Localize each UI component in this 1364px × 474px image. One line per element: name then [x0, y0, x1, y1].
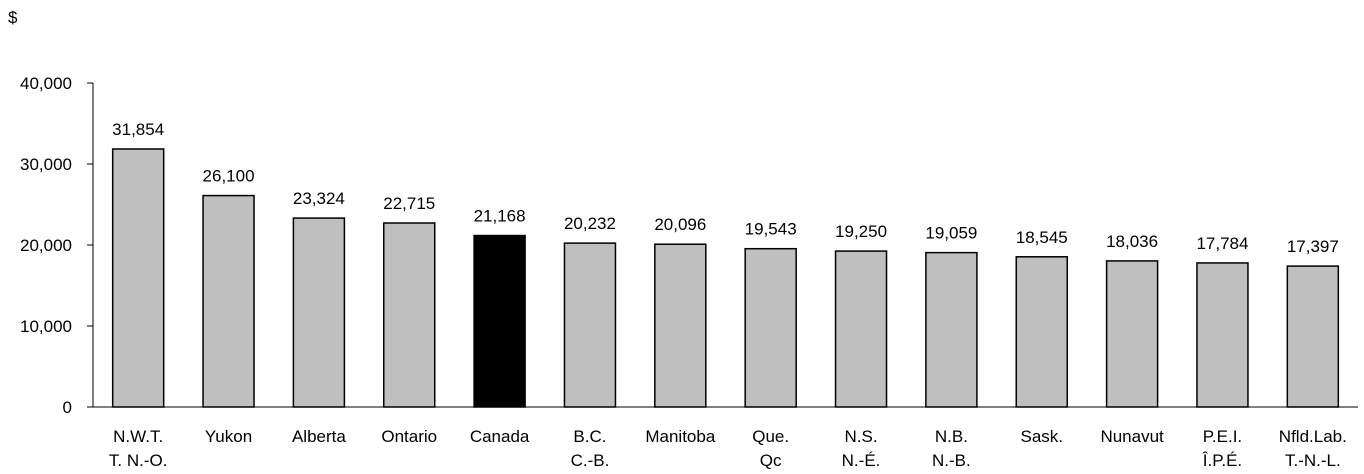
bar	[1286, 265, 1340, 408]
y-tick-label: 30,000	[20, 155, 72, 174]
bar	[925, 251, 978, 408]
bar-value-label: 22,715	[383, 194, 435, 213]
bar-value-label: 31,854	[112, 120, 164, 139]
category-label: Sask.	[1020, 427, 1063, 446]
category-label: Que.	[752, 427, 789, 446]
bar-value-label: 20,096	[654, 215, 706, 234]
y-tick-label: 40,000	[20, 74, 72, 93]
category-label-french: T. N.-O.	[109, 451, 168, 470]
x-axis: N.W.T. T. N.-O. Yukon Alberta Ontario Canada B…	[93, 406, 1358, 470]
y-tick-label: 20,000	[20, 236, 72, 255]
category-label: Ontario	[381, 427, 437, 446]
category-label-french: N.-É.	[842, 451, 881, 470]
category-label: B.C.	[573, 427, 606, 446]
category-label: Canada	[470, 427, 530, 446]
bar-value-label: 19,250	[835, 222, 887, 241]
bar	[744, 247, 797, 408]
bar-value-label: 17,784	[1196, 234, 1248, 253]
bar	[1015, 256, 1068, 408]
bar	[1196, 262, 1249, 408]
bar	[202, 194, 255, 408]
category-label-french: Î.P.É.	[1202, 451, 1242, 470]
bar-value-label: 20,232	[564, 214, 616, 233]
bar-value-label: 19,543	[745, 220, 797, 239]
y-unit-label: $	[8, 8, 18, 27]
bar-value-label: 19,059	[925, 224, 977, 243]
category-label: Nunavut	[1100, 427, 1164, 446]
y-tick-label: 0	[63, 398, 72, 417]
bar	[473, 234, 526, 408]
bar-value-label: 17,397	[1287, 237, 1339, 256]
category-label-french: C.-B.	[571, 451, 610, 470]
category-label: Yukon	[205, 427, 252, 446]
bar-value-label: 21,168	[474, 207, 526, 226]
category-label-french: Qc	[760, 451, 782, 470]
category-label: N.B.	[935, 427, 968, 446]
bar-value-label: 18,545	[1016, 228, 1068, 247]
bars: 31,854 26,100 23,324 22,715 21,168 20,232 20,0…	[111, 120, 1340, 408]
bar-value-label: 18,036	[1106, 232, 1158, 251]
y-axis: 0 10,000 20,000 30,000 40,000	[20, 74, 94, 417]
y-tick-label: 10,000	[20, 317, 72, 336]
category-label: N.S.	[845, 427, 878, 446]
bar	[1105, 260, 1159, 408]
category-label-french: T.-N.-L.	[1285, 451, 1341, 470]
bar	[654, 243, 707, 408]
bar-value-label: 23,324	[293, 189, 345, 208]
bar	[111, 148, 165, 408]
bar-value-label: 26,100	[203, 167, 255, 186]
bar	[563, 242, 617, 408]
bar	[292, 217, 346, 408]
category-label: Alberta	[292, 427, 346, 446]
category-label: N.W.T.	[113, 427, 163, 446]
category-label: Manitoba	[645, 427, 715, 446]
category-label-french: N.-B.	[932, 451, 971, 470]
bar	[834, 250, 888, 408]
category-label: P.E.I.	[1203, 427, 1242, 446]
bar	[383, 222, 436, 408]
category-label: Nfld.Lab.	[1279, 427, 1347, 446]
